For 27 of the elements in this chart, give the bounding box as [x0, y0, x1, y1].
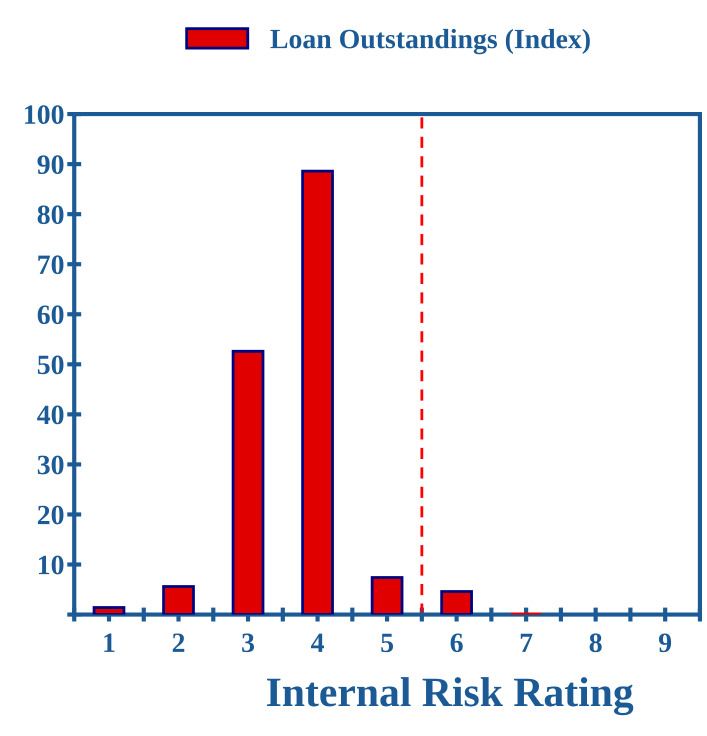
x-axis-title: Internal Risk Rating: [267, 677, 634, 716]
bar: [440, 590, 473, 615]
y-tick-label: 20: [38, 506, 64, 524]
bar: [370, 576, 404, 615]
x-tick-label: 9: [658, 633, 672, 652]
x-tick-label: 8: [590, 633, 602, 652]
y-tick-label: 90: [37, 155, 64, 174]
y-tick-label: 10: [38, 556, 64, 574]
bar: [92, 606, 126, 615]
y-tick-label: 80: [38, 205, 64, 224]
x-tick-label: 1: [104, 634, 115, 652]
y-tick-label: 60: [38, 305, 64, 324]
x-tick-label: 7: [520, 634, 532, 652]
x-tick-label: 5: [381, 634, 394, 652]
y-tick-label: 100: [25, 105, 64, 124]
y-tick-label: 30: [38, 456, 64, 474]
x-tick-label: 6: [450, 633, 463, 652]
bar: [301, 170, 334, 615]
legend-label: Loan Outstandings (Index): [270, 28, 590, 54]
y-tick-label: 40: [37, 406, 64, 424]
y-tick-label: 70: [38, 255, 64, 274]
bar: [162, 585, 195, 615]
bar: [232, 350, 264, 615]
x-tick-label: 4: [311, 634, 324, 652]
x-tick-label: 3: [242, 633, 254, 652]
x-tick-label: 2: [172, 633, 184, 652]
y-tick-label: 50: [38, 355, 64, 374]
